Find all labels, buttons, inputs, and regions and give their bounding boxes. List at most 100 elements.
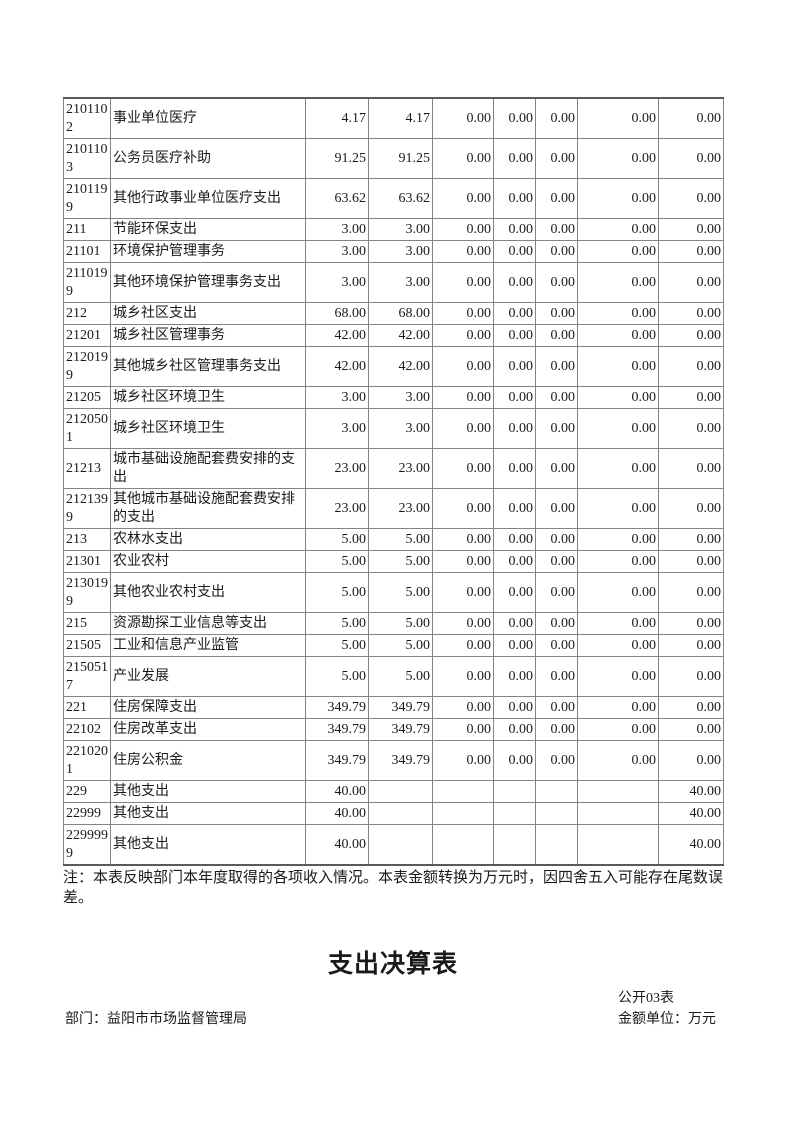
cell-code: 2101102 — [63, 97, 111, 139]
cell-amount: 5.00 — [368, 656, 433, 697]
cell-amount: 0.00 — [577, 97, 659, 139]
cell-amount: 0.00 — [658, 138, 724, 179]
cell-amount: 40.00 — [658, 824, 724, 866]
table-row: 21301 农业农村 5.00 5.00 0.00 0.00 0.00 0.00 0.00 — [63, 550, 724, 573]
cell-amount: 5.00 — [368, 550, 433, 573]
cell-code: 221 — [63, 696, 111, 719]
cell-amount: 0.00 — [432, 656, 494, 697]
cell-amount: 0.00 — [432, 262, 494, 303]
cell-amount — [493, 780, 536, 803]
cell-item-name: 住房改革支出 — [110, 718, 306, 741]
cell-amount: 0.00 — [577, 718, 659, 741]
cell-amount: 0.00 — [493, 696, 536, 719]
cell-code: 2210201 — [63, 740, 111, 781]
cell-item-name: 其他行政事业单位医疗支出 — [110, 178, 306, 219]
cell-amount: 4.17 — [368, 97, 433, 139]
cell-amount: 0.00 — [535, 408, 578, 449]
cell-amount: 0.00 — [658, 262, 724, 303]
table-row: 21201 城乡社区管理事务 42.00 42.00 0.00 0.00 0.00 0.00 0… — [63, 324, 724, 347]
cell-amount: 0.00 — [535, 302, 578, 325]
cell-code: 2150517 — [63, 656, 111, 697]
cell-amount: 5.00 — [305, 528, 369, 551]
cell-code: 22102 — [63, 718, 111, 741]
cell-item-name: 城乡社区环境卫生 — [110, 386, 306, 409]
cell-amount: 0.00 — [658, 346, 724, 387]
cell-amount: 91.25 — [368, 138, 433, 179]
cell-amount: 0.00 — [432, 218, 494, 241]
cell-amount: 0.00 — [432, 740, 494, 781]
cell-code: 21213 — [63, 448, 111, 489]
cell-amount: 0.00 — [535, 718, 578, 741]
cell-amount: 3.00 — [368, 408, 433, 449]
cell-amount: 0.00 — [493, 178, 536, 219]
cell-amount: 0.00 — [658, 448, 724, 489]
cell-item-name: 公务员医疗补助 — [110, 138, 306, 179]
cell-amount: 0.00 — [535, 528, 578, 551]
cell-amount: 0.00 — [577, 488, 659, 529]
cell-amount: 0.00 — [658, 740, 724, 781]
cell-item-name: 环境保护管理事务 — [110, 240, 306, 263]
cell-code: 213 — [63, 528, 111, 551]
cell-amount: 40.00 — [658, 780, 724, 803]
cell-code: 21505 — [63, 634, 111, 657]
cell-amount: 3.00 — [368, 240, 433, 263]
cell-amount — [577, 824, 659, 866]
cell-amount: 40.00 — [305, 802, 369, 825]
cell-amount: 0.00 — [535, 550, 578, 573]
cell-item-name: 资源勘探工业信息等支出 — [110, 612, 306, 635]
cell-amount: 0.00 — [493, 302, 536, 325]
cell-amount: 0.00 — [658, 656, 724, 697]
cell-amount — [535, 780, 578, 803]
cell-code: 2101103 — [63, 138, 111, 179]
cell-amount — [368, 824, 433, 866]
cell-amount: 40.00 — [305, 824, 369, 866]
table-row: 2210201 住房公积金 349.79 349.79 0.00 0.00 0.00 0.00… — [63, 740, 724, 781]
cell-amount: 0.00 — [432, 448, 494, 489]
cell-amount: 0.00 — [493, 324, 536, 347]
income-decision-table: 2101102 事业单位医疗 4.17 4.17 0.00 0.00 0.00 0.00 0.0… — [63, 97, 724, 866]
cell-amount: 0.00 — [658, 97, 724, 139]
table-row: 2120199 其他城乡社区管理事务支出 42.00 42.00 0.00 0.00 0.0… — [63, 346, 724, 387]
income-table-section: 2101102 事业单位医疗 4.17 4.17 0.00 0.00 0.00 0.00 0.0… — [63, 97, 724, 908]
cell-amount: 42.00 — [368, 346, 433, 387]
cell-amount: 0.00 — [432, 612, 494, 635]
cell-item-name: 其他城乡社区管理事务支出 — [110, 346, 306, 387]
cell-amount — [535, 802, 578, 825]
cell-amount: 0.00 — [432, 488, 494, 529]
table-row: 2150517 产业发展 5.00 5.00 0.00 0.00 0.00 0.00 0.00 — [63, 656, 724, 697]
cell-amount: 68.00 — [368, 302, 433, 325]
cell-amount: 5.00 — [305, 572, 369, 613]
cell-amount: 0.00 — [658, 302, 724, 325]
cell-amount: 0.00 — [535, 324, 578, 347]
cell-amount: 0.00 — [535, 97, 578, 139]
cell-amount: 0.00 — [535, 138, 578, 179]
expenditure-section-header: 支出决算表 公开03表 部门：益阳市市场监督管理局 金额单位：万元 — [63, 948, 723, 1029]
cell-amount: 0.00 — [493, 240, 536, 263]
cell-amount: 42.00 — [368, 324, 433, 347]
cell-amount: 0.00 — [493, 346, 536, 387]
cell-amount: 0.00 — [577, 528, 659, 551]
cell-amount: 0.00 — [577, 240, 659, 263]
table-row: 2130199 其他农业农村支出 5.00 5.00 0.00 0.00 0.00 0.00 0… — [63, 572, 724, 613]
cell-amount: 0.00 — [493, 656, 536, 697]
cell-amount: 0.00 — [577, 262, 659, 303]
cell-code: 2101199 — [63, 178, 111, 219]
cell-code: 212 — [63, 302, 111, 325]
cell-amount: 0.00 — [432, 408, 494, 449]
cell-amount: 0.00 — [493, 97, 536, 139]
cell-code: 215 — [63, 612, 111, 635]
cell-amount: 0.00 — [658, 240, 724, 263]
meta-row: 部门：益阳市市场监督管理局 金额单位：万元 — [63, 1011, 723, 1029]
cell-amount: 0.00 — [577, 178, 659, 219]
cell-amount: 0.00 — [658, 218, 724, 241]
cell-amount: 3.00 — [368, 386, 433, 409]
cell-amount: 0.00 — [432, 386, 494, 409]
cell-amount: 0.00 — [577, 740, 659, 781]
page-title: 支出决算表 — [327, 951, 458, 978]
cell-amount — [368, 780, 433, 803]
cell-amount: 0.00 — [658, 696, 724, 719]
cell-amount: 5.00 — [305, 656, 369, 697]
table-body: 2101102 事业单位医疗 4.17 4.17 0.00 0.00 0.00 0.00 0.0… — [63, 97, 724, 866]
table-row: 221 住房保障支出 349.79 349.79 0.00 0.00 0.00 0.00 0.0… — [63, 696, 724, 719]
table-row: 215 资源勘探工业信息等支出 5.00 5.00 0.00 0.00 0.00 0.00 0.… — [63, 612, 724, 635]
